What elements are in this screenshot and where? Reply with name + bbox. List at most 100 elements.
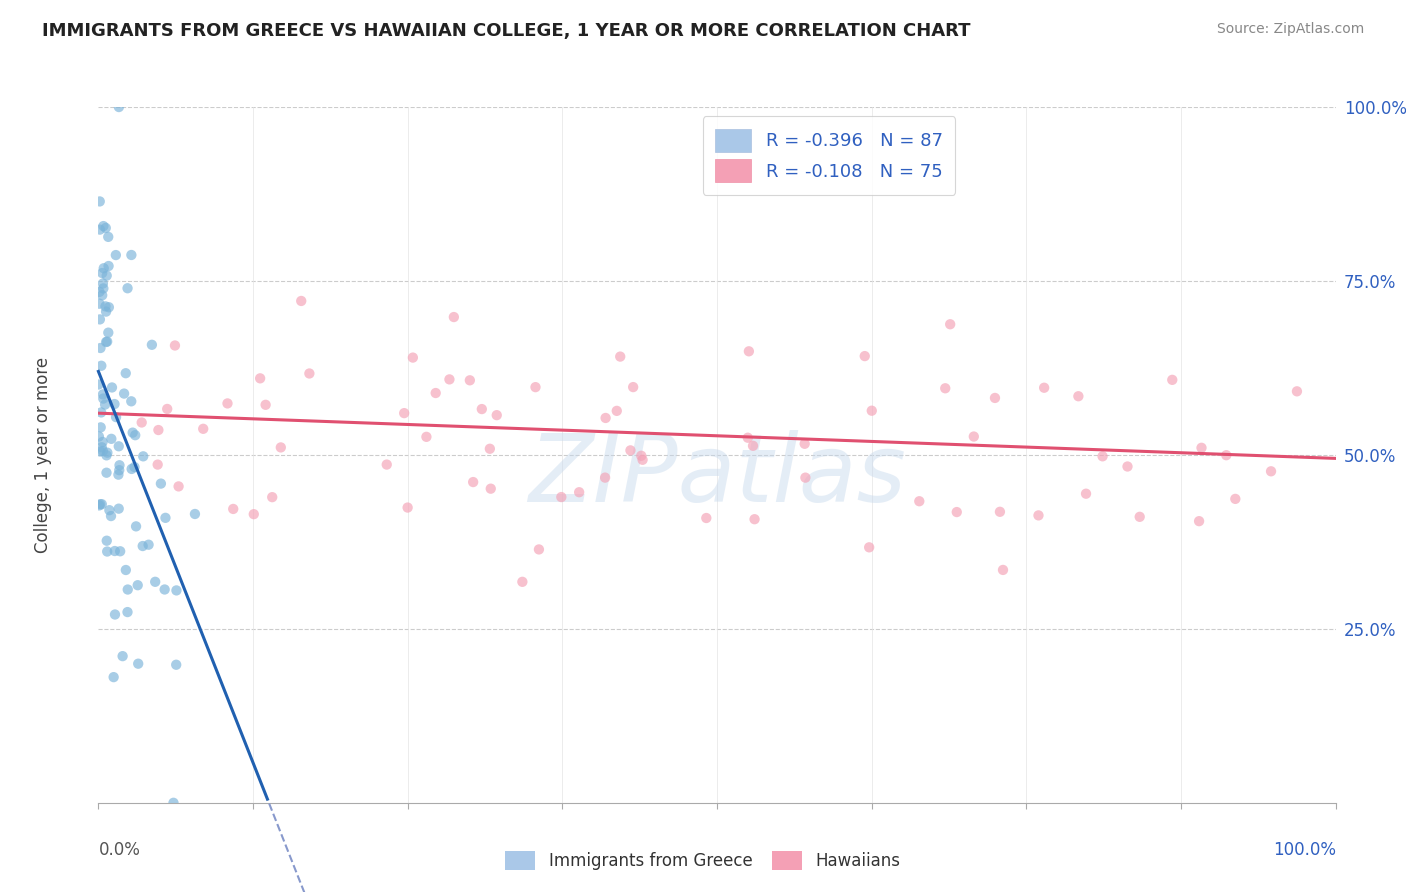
- Point: [222, 502, 245, 516]
- Point: [89, 341, 111, 355]
- Point: [96, 448, 118, 462]
- Point: [89, 285, 111, 299]
- Point: [738, 344, 761, 359]
- Point: [1188, 514, 1211, 528]
- Point: [117, 605, 139, 619]
- Point: [621, 380, 644, 394]
- Point: [89, 296, 111, 310]
- Point: [141, 338, 163, 352]
- Point: [988, 505, 1011, 519]
- Point: [131, 539, 153, 553]
- Point: [609, 350, 631, 364]
- Point: [165, 583, 187, 598]
- Point: [1074, 486, 1097, 500]
- Point: [249, 371, 271, 385]
- Point: [124, 428, 146, 442]
- Point: [91, 288, 114, 302]
- Point: [132, 450, 155, 464]
- Point: [270, 441, 292, 455]
- Point: [156, 401, 179, 416]
- Point: [934, 381, 956, 395]
- Point: [606, 404, 628, 418]
- Point: [858, 541, 880, 555]
- Point: [107, 501, 129, 516]
- Point: [94, 398, 117, 412]
- Point: [167, 479, 190, 493]
- Point: [471, 402, 494, 417]
- Point: [94, 304, 117, 318]
- Point: [121, 462, 143, 476]
- Point: [527, 542, 550, 557]
- Point: [108, 544, 131, 558]
- Point: [100, 509, 122, 524]
- Point: [97, 230, 120, 244]
- Point: [737, 431, 759, 445]
- Point: [96, 445, 118, 459]
- Point: [1067, 389, 1090, 403]
- Text: 100.0%: 100.0%: [1272, 841, 1336, 859]
- Point: [91, 444, 114, 458]
- Point: [94, 221, 117, 235]
- Text: Source: ZipAtlas.com: Source: ZipAtlas.com: [1216, 22, 1364, 37]
- Point: [96, 533, 118, 548]
- Point: [104, 248, 127, 262]
- Point: [107, 439, 129, 453]
- Point: [90, 440, 112, 454]
- Point: [120, 394, 142, 409]
- Point: [149, 476, 172, 491]
- Point: [290, 293, 312, 308]
- Point: [89, 194, 111, 209]
- Point: [117, 281, 139, 295]
- Point: [131, 416, 153, 430]
- Point: [94, 299, 117, 313]
- Point: [90, 359, 112, 373]
- Point: [463, 475, 485, 489]
- Point: [1215, 448, 1237, 462]
- Point: [262, 490, 284, 504]
- Point: [104, 607, 127, 622]
- Point: [396, 500, 419, 515]
- Point: [127, 657, 149, 671]
- Point: [146, 458, 169, 472]
- Point: [91, 387, 114, 401]
- Point: [117, 582, 139, 597]
- Point: [94, 334, 117, 349]
- Point: [163, 338, 186, 352]
- Point: [512, 574, 534, 589]
- Point: [1161, 373, 1184, 387]
- Point: [112, 386, 135, 401]
- Point: [103, 397, 125, 411]
- Point: [90, 420, 112, 434]
- Point: [91, 434, 114, 449]
- Point: [1028, 508, 1050, 523]
- Point: [193, 422, 215, 436]
- Point: [89, 444, 111, 458]
- Point: [1116, 459, 1139, 474]
- Point: [90, 497, 112, 511]
- Point: [991, 563, 1014, 577]
- Point: [165, 657, 187, 672]
- Point: [97, 259, 120, 273]
- Point: [105, 410, 128, 425]
- Point: [108, 100, 131, 114]
- Point: [479, 482, 502, 496]
- Point: [425, 386, 447, 401]
- Point: [104, 544, 127, 558]
- Point: [108, 463, 131, 477]
- Point: [963, 429, 986, 443]
- Point: [439, 372, 461, 386]
- Point: [298, 367, 321, 381]
- Point: [96, 466, 118, 480]
- Point: [254, 398, 277, 412]
- Point: [375, 458, 398, 472]
- Point: [595, 411, 617, 425]
- Point: [114, 366, 136, 380]
- Point: [96, 334, 118, 349]
- Point: [1260, 464, 1282, 478]
- Point: [124, 460, 146, 475]
- Point: [794, 470, 817, 484]
- Point: [91, 277, 114, 291]
- Point: [631, 452, 654, 467]
- Point: [392, 406, 415, 420]
- Point: [908, 494, 931, 508]
